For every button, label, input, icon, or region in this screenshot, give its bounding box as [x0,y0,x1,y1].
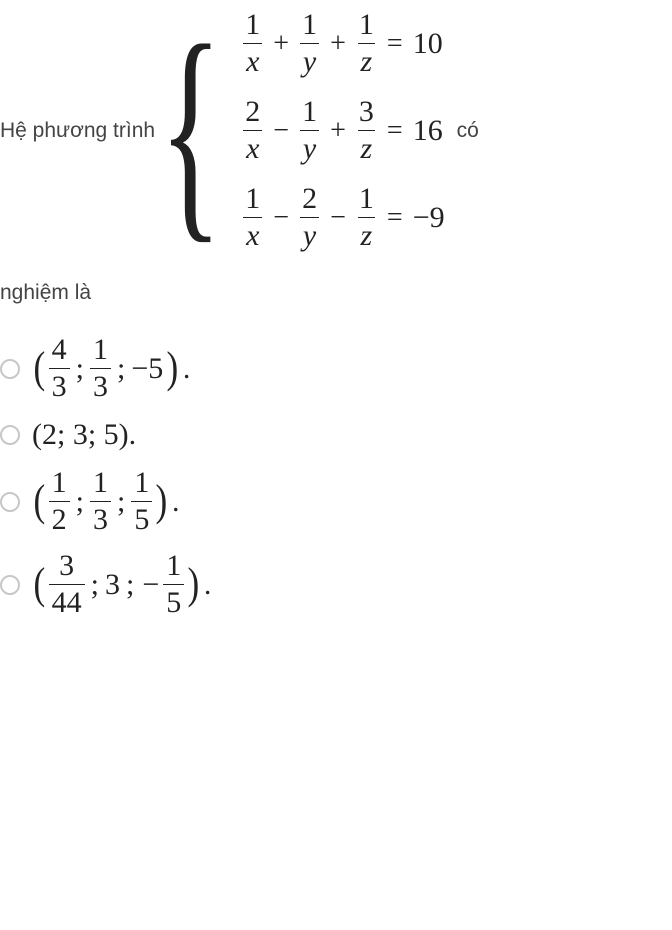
a3-f3-num: 1 [131,468,152,501]
eq3-t3-num: 1 [356,184,377,217]
eq1-t3-den: z [358,43,376,77]
a4-f1-num: 3 [56,551,77,584]
equation-system: { 1x + 1y + 1z = 10 2x − 1y + 3z = [165,10,445,251]
radio-icon[interactable] [0,575,20,595]
a1-f2-num: 1 [90,335,111,368]
eq1-t2-den: y [300,43,319,77]
eq2-eq: = [385,115,405,147]
eq3-t2-num: 2 [299,184,320,217]
answer-2-math: (2; 3; 5). [32,418,136,452]
eq2-t1-den: x [243,130,262,164]
tail-text: nghiệm là [0,281,672,305]
eq2-t3-den: z [358,130,376,164]
eq1-t1-den: x [243,43,262,77]
answer-4-math: ( 344 ; 3 ; − 15 ). [32,551,211,618]
eq2-t1-num: 2 [242,97,263,130]
eq1-eq: = [385,28,405,60]
eq3-eq: = [385,202,405,234]
eq1-t1-num: 1 [242,10,263,43]
eq3-t1-den: x [243,217,262,251]
eq1-op2: + [328,28,348,60]
a1-f1-den: 3 [49,368,70,402]
answer-option-3[interactable]: ( 12 ; 13 ; 15 ). [0,468,672,535]
question-container: Hệ phương trình { 1x + 1y + 1z = 10 2x −… [0,10,672,618]
radio-icon[interactable] [0,492,20,512]
answers-list: ( 43 ; 13 ; −5 ). (2; 3; 5). ( 12 ; 13 ;… [0,335,672,618]
eq1-t3-num: 1 [356,10,377,43]
answer-1-math: ( 43 ; 13 ; −5 ). [32,335,190,402]
equation-2: 2x − 1y + 3z = 16 [242,97,444,164]
a4-f3-num: 1 [163,551,184,584]
a1-f1-num: 4 [49,335,70,368]
eq3-t3-den: z [358,217,376,251]
a3-f1-den: 2 [49,501,70,535]
suffix-text: có [457,119,479,143]
eq2-rhs: 16 [413,114,443,148]
eq3-t1-num: 1 [242,184,263,217]
eq2-t2-num: 1 [299,97,320,130]
eq2-t3-num: 3 [356,97,377,130]
answer-option-2[interactable]: (2; 3; 5). [0,418,672,452]
a3-f1-num: 1 [49,468,70,501]
a4-v2: 3 [105,568,120,602]
eq2-t2-den: y [300,130,319,164]
a1-f2-den: 3 [90,368,111,402]
eq3-op2: − [328,202,348,234]
equation-3: 1x − 2y − 1z = −9 [242,184,444,251]
a1-v3: −5 [131,352,163,386]
eq2-op2: + [328,115,348,147]
system-brace: { [159,9,222,249]
eq3-rhs: −9 [413,201,445,235]
eq1-t2-num: 1 [299,10,320,43]
answer-option-1[interactable]: ( 43 ; 13 ; −5 ). [0,335,672,402]
a4-f3-den: 5 [163,584,184,618]
a3-f2-den: 3 [90,501,111,535]
equations-column: 1x + 1y + 1z = 10 2x − 1y + 3z = 16 [242,10,444,251]
eq1-op1: + [271,28,291,60]
a3-f3-den: 5 [131,501,152,535]
question-stem: Hệ phương trình { 1x + 1y + 1z = 10 2x −… [0,10,672,251]
equation-1: 1x + 1y + 1z = 10 [242,10,444,77]
a3-f2-num: 1 [90,468,111,501]
a4-f1-den: 44 [49,584,85,618]
answer-option-4[interactable]: ( 344 ; 3 ; − 15 ). [0,551,672,618]
eq2-op1: − [271,115,291,147]
radio-icon[interactable] [0,359,20,379]
eq3-op1: − [271,202,291,234]
prefix-text: Hệ phương trình [0,119,155,143]
radio-icon[interactable] [0,425,20,445]
eq3-t2-den: y [300,217,319,251]
eq1-rhs: 10 [413,27,443,61]
answer-3-math: ( 12 ; 13 ; 15 ). [32,468,180,535]
